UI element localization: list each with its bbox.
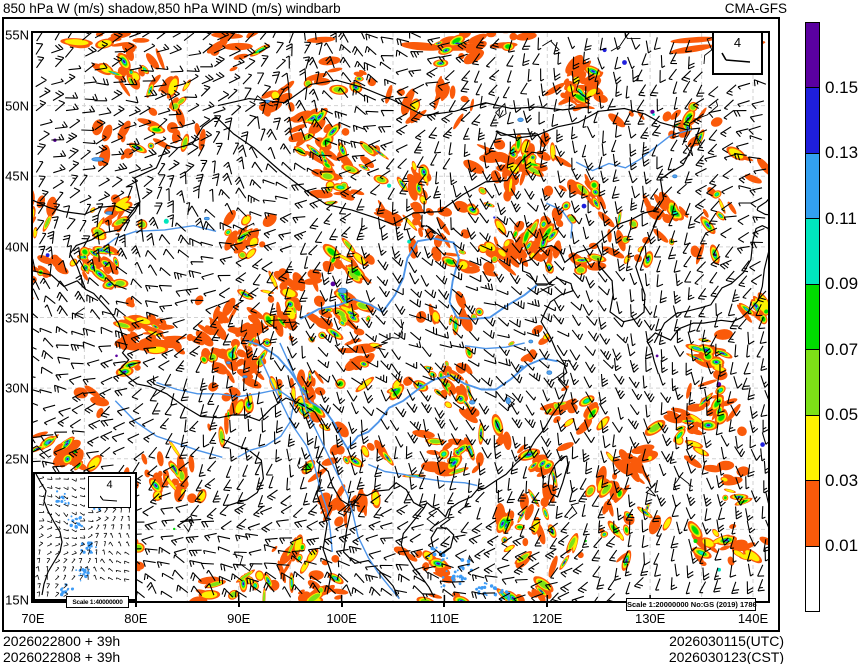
map-scale-note: Scale 1:20000000 No:GS (2019) 1786 <box>626 598 757 611</box>
valid-time-utc: 2026030115(UTC) <box>669 633 784 649</box>
y-tick-label: 35N <box>5 310 29 325</box>
colorbar-label: 0.11 <box>825 208 857 228</box>
colorbar-label: 0.03 <box>825 470 859 490</box>
x-tick-label: 140E <box>737 611 769 626</box>
colorbar-label: 0.01 <box>825 536 859 556</box>
colorbar-segment <box>806 415 819 482</box>
model-label: CMA-GFS <box>724 1 787 16</box>
colorbar-label: 0.09 <box>825 274 859 294</box>
windbarb-icon <box>99 495 117 502</box>
y-tick-label: 55N <box>5 27 29 43</box>
inset-windbarb-legend-box: 4 <box>88 476 131 508</box>
x-tickmark <box>546 601 549 607</box>
y-tick-label: 25N <box>5 451 29 467</box>
inset-windbarb-legend-value: 4 <box>106 479 113 491</box>
run-time-line-1: 2026022800 + 39h <box>3 633 121 649</box>
x-tickmark <box>134 601 137 607</box>
windbarb-legend-value: 4 <box>733 35 742 50</box>
chart-title: 850 hPa W (m/s) shadow,850 hPa WIND (m/s… <box>3 1 341 16</box>
colorbar-segment <box>806 546 819 611</box>
x-tick-label: 110E <box>429 611 460 626</box>
colorbar-segment <box>806 481 819 547</box>
colorbar-label: 0.15 <box>825 77 859 97</box>
colorbar-segment <box>806 219 819 285</box>
windbarb-legend-box: 4 <box>712 31 763 75</box>
x-tickmark <box>237 601 240 607</box>
x-tick-label: 80E <box>124 611 148 626</box>
colorbar-segment <box>806 88 819 154</box>
y-tick-label: 20N <box>5 521 29 537</box>
inset-scale-note: Scale 1:40000000 <box>66 596 129 608</box>
map-canvas <box>31 31 770 603</box>
windbarb-icon <box>720 52 750 63</box>
colorbar-segment <box>806 23 819 89</box>
x-tick-label: 120E <box>532 611 563 626</box>
x-tick-label: 100E <box>326 611 357 626</box>
colorbar-segment <box>806 153 819 220</box>
x-tickmark <box>443 601 446 607</box>
colorbar <box>805 22 820 612</box>
y-tick-label: 50N <box>5 98 29 114</box>
colorbar-segment <box>806 350 819 416</box>
colorbar-label: 0.13 <box>825 143 859 163</box>
colorbar-label: 0.07 <box>825 339 859 359</box>
x-tickmark <box>340 601 343 607</box>
y-tick-label: 45N <box>5 168 29 184</box>
y-tick-label: 15N <box>5 592 29 608</box>
colorbar-segment <box>806 284 819 351</box>
valid-time-cst: 2026030123(CST) <box>668 649 784 664</box>
y-tick-label: 40N <box>5 239 29 255</box>
x-tick-label: 90E <box>227 611 251 626</box>
y-tick-label: 30N <box>5 380 29 396</box>
run-time-line-2: 2026022808 + 39h <box>3 649 121 664</box>
axes-frame <box>2 17 780 632</box>
x-tick-label: 70E <box>21 611 45 626</box>
x-tick-label: 130E <box>634 611 666 626</box>
colorbar-label: 0.05 <box>825 405 859 425</box>
